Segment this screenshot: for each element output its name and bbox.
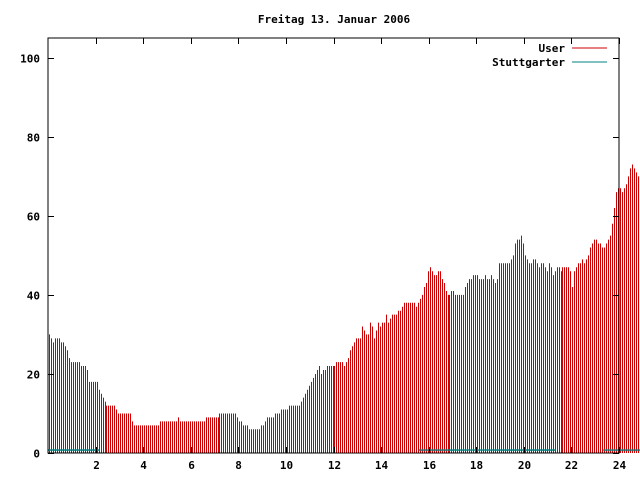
y-tick-label: 60 <box>27 211 40 224</box>
legend: User Stuttgarter <box>492 42 607 69</box>
x-tick-label: 14 <box>375 459 389 472</box>
plot-frame <box>47 37 620 454</box>
x-tick-label: 6 <box>188 459 195 472</box>
y-axis: 0 20 40 60 80 100 <box>20 53 619 461</box>
legend-label-user: User <box>539 42 566 55</box>
y-tick-label: 20 <box>27 369 40 382</box>
x-tick-label: 20 <box>518 459 531 472</box>
y-tick-label: 40 <box>27 290 40 303</box>
x-axis: 2 4 6 8 10 12 14 16 18 20 22 24 <box>93 38 626 472</box>
x-tick-label: 12 <box>328 459 341 472</box>
x-tick-label: 16 <box>423 459 437 472</box>
legend-label-stuttgarter: Stuttgarter <box>492 56 565 69</box>
x-tick-label: 24 <box>613 459 627 472</box>
y-tick-label: 0 <box>33 448 40 461</box>
x-tick-label: 10 <box>280 459 293 472</box>
x-tick-label: 2 <box>93 459 100 472</box>
bar-layer <box>49 164 639 453</box>
y-tick-label: 100 <box>20 53 40 66</box>
y-tick-label: 80 <box>27 132 40 145</box>
x-tick-label: 4 <box>140 459 147 472</box>
x-tick-label: 22 <box>565 459 578 472</box>
x-tick-label: 8 <box>235 459 242 472</box>
x-tick-label: 18 <box>470 459 483 472</box>
chart-title: Freitag 13. Januar 2006 <box>258 13 411 26</box>
